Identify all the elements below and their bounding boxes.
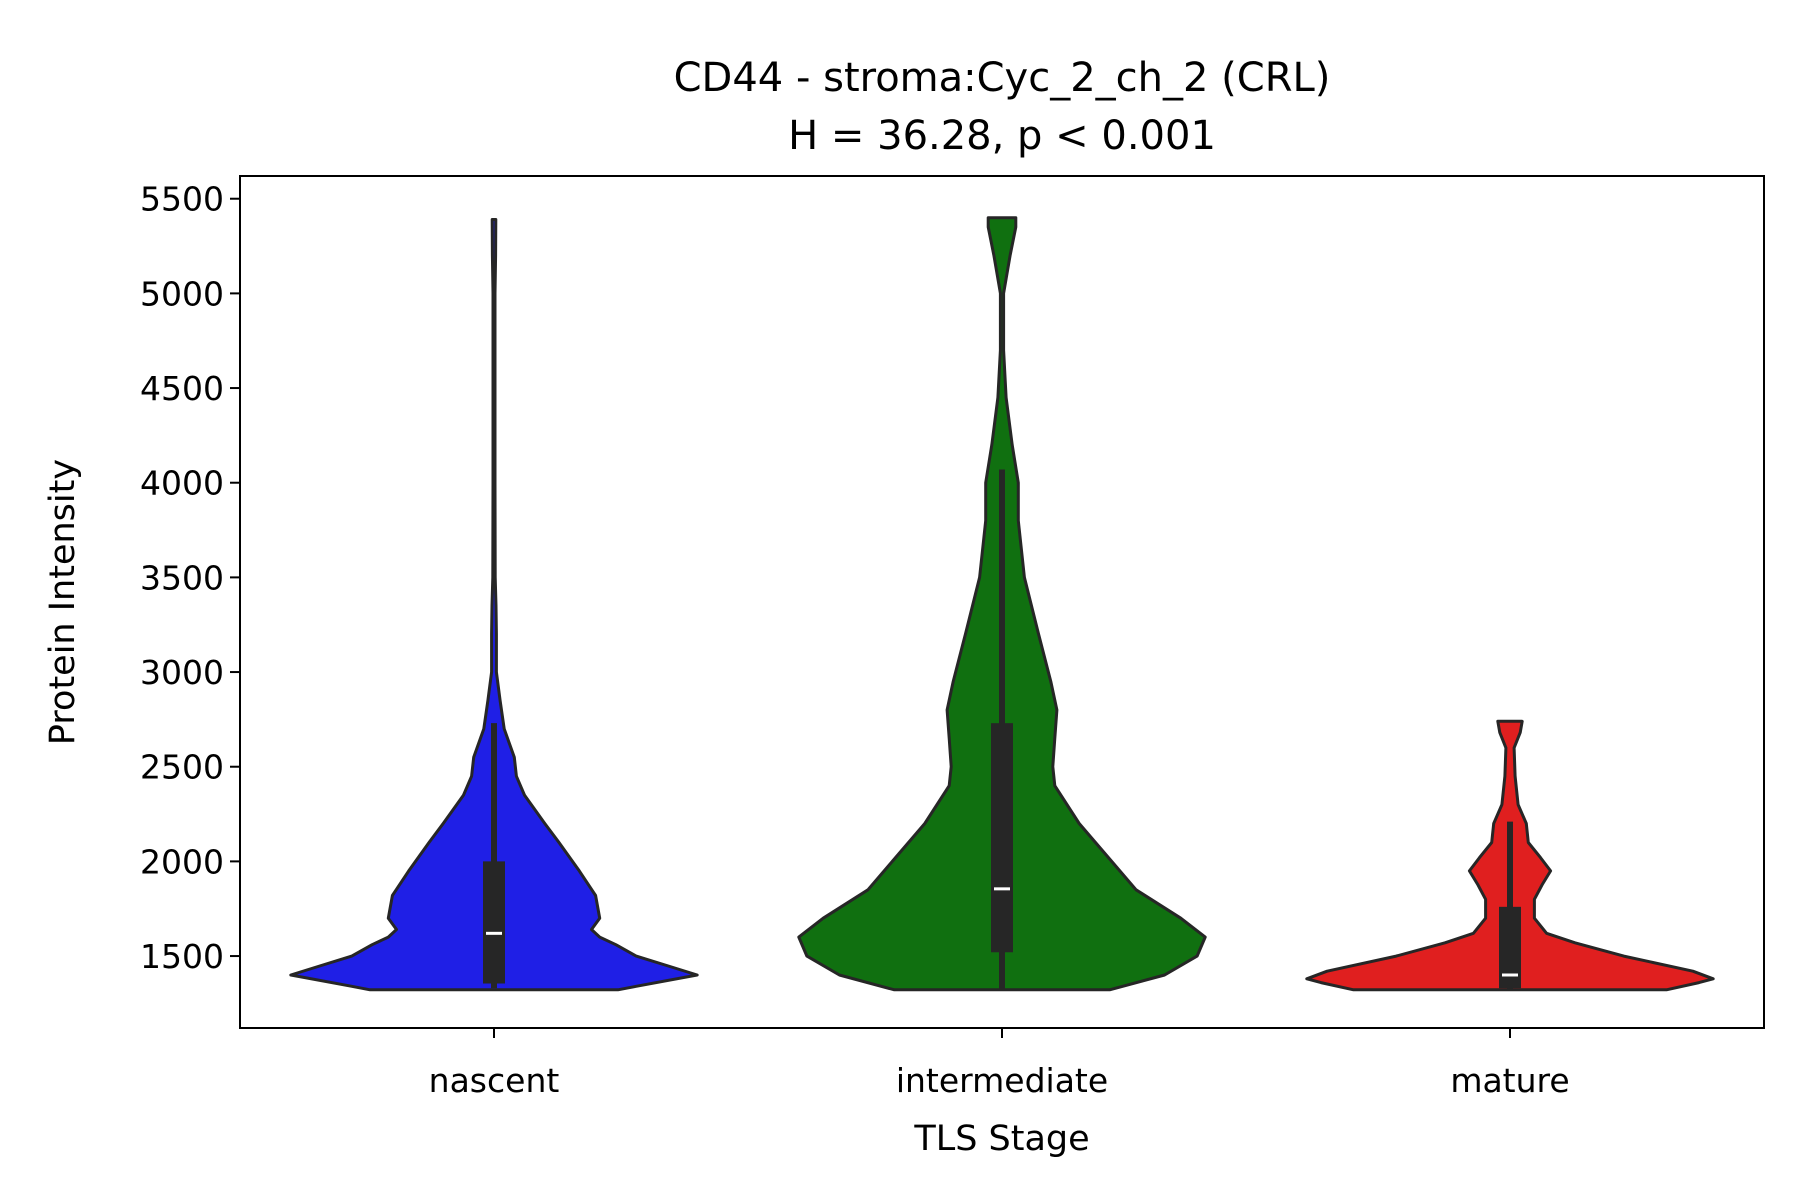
y-axis-label: Protein Intensity <box>43 459 83 745</box>
x-axis: nascent intermediate mature <box>429 1028 1570 1100</box>
x-tick-label-nascent: nascent <box>429 1061 560 1100</box>
y-tick-label: 1500 <box>140 937 224 976</box>
chart-title: CD44 - stroma:Cyc_2_ch_2 (CRL) <box>674 55 1331 101</box>
y-tick-label: 4500 <box>140 369 224 408</box>
box-layer <box>483 469 1521 990</box>
y-tick-label: 3500 <box>140 558 224 597</box>
iqr-box-intermediate <box>991 723 1013 953</box>
y-tick-label: 4000 <box>140 464 224 503</box>
iqr-box-mature <box>1499 906 1521 989</box>
chart-subtitle: H = 36.28, p < 0.001 <box>788 113 1216 159</box>
y-axis: 1500 2000 2500 3000 3500 4000 4500 5000 5500 <box>140 180 240 976</box>
y-tick-label: 5500 <box>140 180 224 219</box>
y-tick-label: 2000 <box>140 842 224 881</box>
y-tick-label: 2500 <box>140 748 224 787</box>
x-tick-label-mature: mature <box>1450 1061 1569 1100</box>
x-axis-label: TLS Stage <box>913 1119 1089 1159</box>
x-tick-label-intermediate: intermediate <box>896 1061 1108 1100</box>
iqr-box-nascent <box>483 861 505 984</box>
violin-nascent <box>289 218 699 992</box>
y-tick-label: 5000 <box>140 274 224 313</box>
y-tick-label: 3000 <box>140 653 224 692</box>
